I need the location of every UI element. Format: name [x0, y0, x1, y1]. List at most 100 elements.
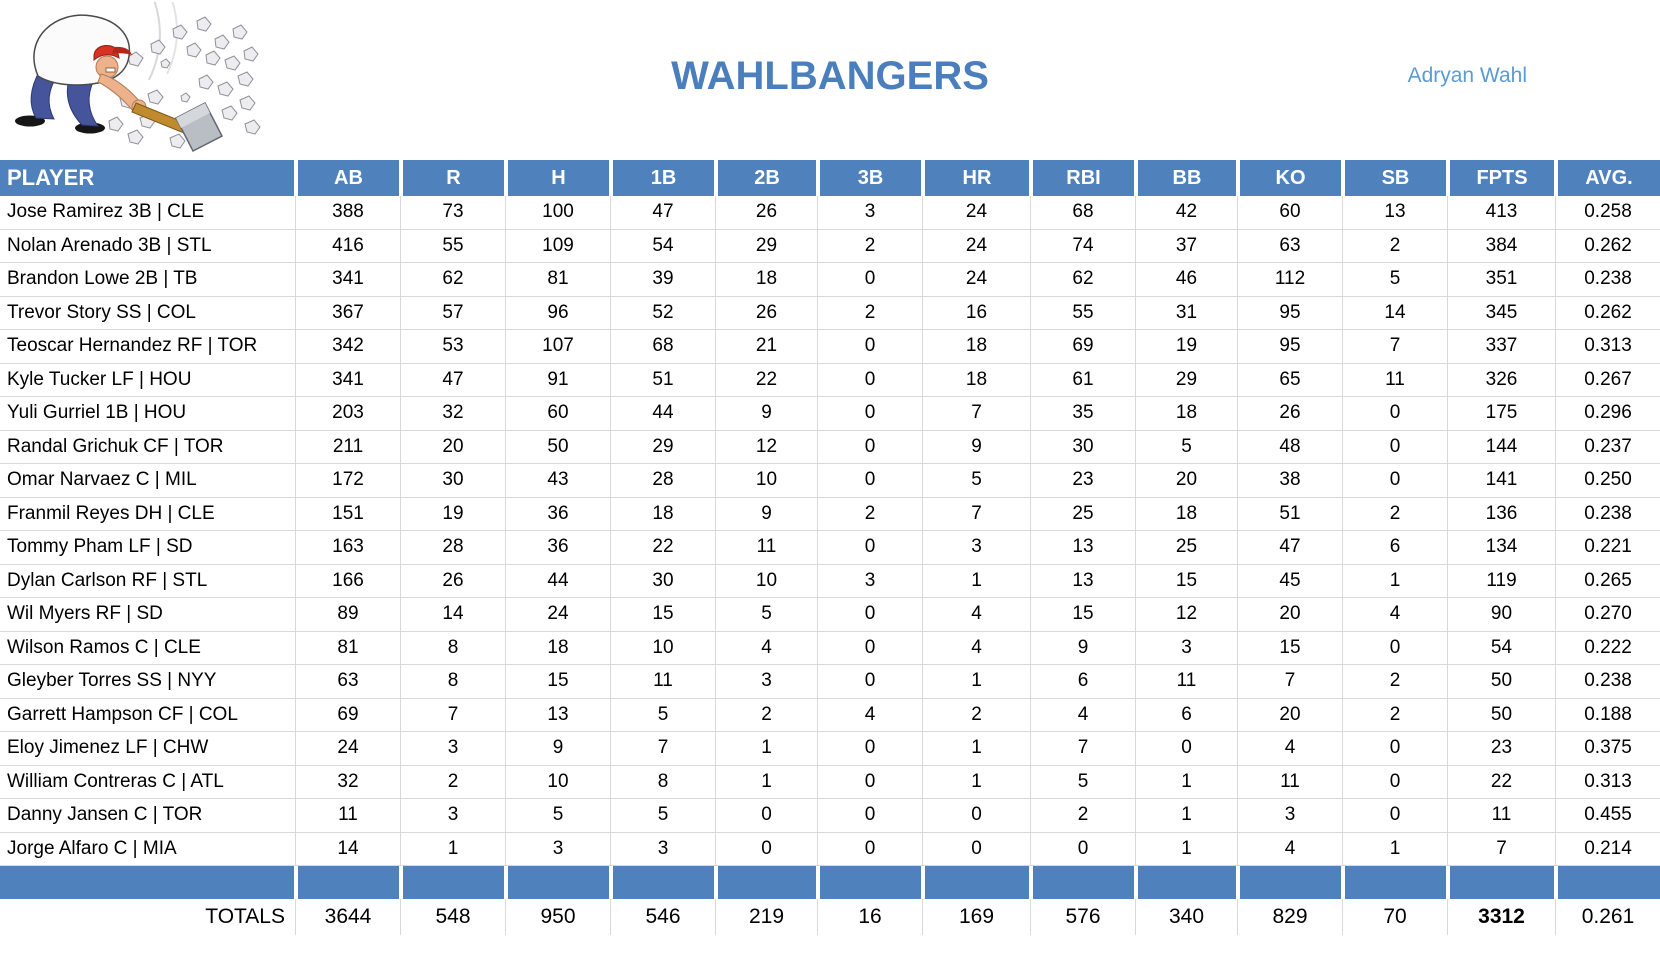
- stat-cell-3b[interactable]: 0: [818, 531, 923, 565]
- stat-cell-ab[interactable]: 342: [296, 330, 401, 364]
- stat-cell-sb[interactable]: 1: [1343, 564, 1448, 598]
- stat-cell-3b[interactable]: 4: [818, 698, 923, 732]
- totals-3b[interactable]: 16: [818, 899, 923, 935]
- stat-cell-r[interactable]: 3: [401, 799, 506, 833]
- stat-cell-avg[interactable]: 0.375: [1556, 732, 1660, 766]
- stat-cell-sb[interactable]: 4: [1343, 598, 1448, 632]
- stat-cell-sb[interactable]: 0: [1343, 765, 1448, 799]
- stat-cell-hr[interactable]: 9: [923, 430, 1031, 464]
- stat-cell-1b[interactable]: 10: [611, 631, 716, 665]
- stat-cell-sb[interactable]: 2: [1343, 497, 1448, 531]
- stat-cell-r[interactable]: 3: [401, 732, 506, 766]
- totals-label[interactable]: TOTALS: [0, 899, 296, 935]
- stat-cell-bb[interactable]: 18: [1136, 397, 1238, 431]
- stat-cell-1b[interactable]: 28: [611, 464, 716, 498]
- stat-cell-hr[interactable]: 1: [923, 665, 1031, 699]
- stat-cell-2b[interactable]: 0: [716, 832, 818, 866]
- stat-cell-r[interactable]: 32: [401, 397, 506, 431]
- stat-cell-hr[interactable]: 4: [923, 598, 1031, 632]
- stat-cell-r[interactable]: 30: [401, 464, 506, 498]
- stat-cell-hr[interactable]: 7: [923, 397, 1031, 431]
- stat-cell-1b[interactable]: 15: [611, 598, 716, 632]
- stat-cell-rbi[interactable]: 15: [1031, 598, 1136, 632]
- stat-cell-h[interactable]: 107: [506, 330, 611, 364]
- stat-cell-rbi[interactable]: 74: [1031, 229, 1136, 263]
- stat-cell-3b[interactable]: 0: [818, 765, 923, 799]
- player-name-cell[interactable]: Yuli Gurriel 1B | HOU: [0, 397, 296, 431]
- stat-cell-sb[interactable]: 0: [1343, 430, 1448, 464]
- stat-cell-avg[interactable]: 0.270: [1556, 598, 1660, 632]
- stat-cell-2b[interactable]: 21: [716, 330, 818, 364]
- stat-cell-avg[interactable]: 0.238: [1556, 263, 1660, 297]
- stat-cell-h[interactable]: 36: [506, 531, 611, 565]
- player-name-cell[interactable]: Jose Ramirez 3B | CLE: [0, 196, 296, 230]
- player-name-cell[interactable]: Wilson Ramos C | CLE: [0, 631, 296, 665]
- stat-cell-h[interactable]: 44: [506, 564, 611, 598]
- totals-r[interactable]: 548: [401, 899, 506, 935]
- stat-cell-h[interactable]: 36: [506, 497, 611, 531]
- stat-cell-r[interactable]: 2: [401, 765, 506, 799]
- stat-cell-bb[interactable]: 1: [1136, 765, 1238, 799]
- stat-cell-ko[interactable]: 4: [1238, 732, 1343, 766]
- stat-cell-2b[interactable]: 12: [716, 430, 818, 464]
- stat-cell-sb[interactable]: 14: [1343, 296, 1448, 330]
- stat-cell-ko[interactable]: 65: [1238, 363, 1343, 397]
- totals-2b[interactable]: 219: [716, 899, 818, 935]
- stat-cell-ko[interactable]: 95: [1238, 296, 1343, 330]
- stat-cell-2b[interactable]: 9: [716, 397, 818, 431]
- column-header-3b[interactable]: 3B: [820, 160, 921, 196]
- stat-cell-ab[interactable]: 388: [296, 196, 401, 230]
- player-name-cell[interactable]: Eloy Jimenez LF | CHW: [0, 732, 296, 766]
- stat-cell-3b[interactable]: 0: [818, 263, 923, 297]
- stat-cell-ab[interactable]: 211: [296, 430, 401, 464]
- stat-cell-1b[interactable]: 22: [611, 531, 716, 565]
- stat-cell-ko[interactable]: 11: [1238, 765, 1343, 799]
- stat-cell-h[interactable]: 5: [506, 799, 611, 833]
- stat-cell-3b[interactable]: 2: [818, 497, 923, 531]
- stat-cell-r[interactable]: 1: [401, 832, 506, 866]
- stat-cell-bb[interactable]: 15: [1136, 564, 1238, 598]
- stat-cell-h[interactable]: 13: [506, 698, 611, 732]
- stat-cell-sb[interactable]: 2: [1343, 665, 1448, 699]
- stat-cell-fpts[interactable]: 345: [1448, 296, 1556, 330]
- stat-cell-1b[interactable]: 68: [611, 330, 716, 364]
- stat-cell-ab[interactable]: 203: [296, 397, 401, 431]
- stat-cell-rbi[interactable]: 5: [1031, 765, 1136, 799]
- stat-cell-avg[interactable]: 0.267: [1556, 364, 1660, 397]
- stat-cell-rbi[interactable]: 0: [1031, 832, 1136, 866]
- column-header-avg[interactable]: AVG.: [1558, 160, 1660, 196]
- stat-cell-ab[interactable]: 151: [296, 497, 401, 531]
- stat-cell-ko[interactable]: 20: [1238, 698, 1343, 732]
- stat-cell-sb[interactable]: 11: [1343, 363, 1448, 397]
- player-name-cell[interactable]: Teoscar Hernandez RF | TOR: [0, 330, 296, 364]
- stat-cell-hr[interactable]: 18: [923, 330, 1031, 364]
- stat-cell-avg[interactable]: 0.258: [1556, 196, 1660, 230]
- stat-cell-1b[interactable]: 5: [611, 698, 716, 732]
- stat-cell-avg[interactable]: 0.262: [1556, 230, 1660, 263]
- stat-cell-r[interactable]: 7: [401, 698, 506, 732]
- stat-cell-rbi[interactable]: 23: [1031, 464, 1136, 498]
- player-name-cell[interactable]: Nolan Arenado 3B | STL: [0, 229, 296, 263]
- stat-cell-ko[interactable]: 4: [1238, 832, 1343, 866]
- stat-cell-avg[interactable]: 0.238: [1556, 665, 1660, 699]
- stat-cell-h[interactable]: 24: [506, 598, 611, 632]
- stat-cell-rbi[interactable]: 55: [1031, 296, 1136, 330]
- stat-cell-fpts[interactable]: 11: [1448, 799, 1556, 833]
- stat-cell-ko[interactable]: 38: [1238, 464, 1343, 498]
- stat-cell-2b[interactable]: 26: [716, 296, 818, 330]
- stat-cell-fpts[interactable]: 22: [1448, 765, 1556, 799]
- stat-cell-fpts[interactable]: 384: [1448, 229, 1556, 263]
- column-header-fpts[interactable]: FPTS: [1450, 160, 1554, 196]
- stat-cell-avg[interactable]: 0.188: [1556, 699, 1660, 732]
- stat-cell-h[interactable]: 10: [506, 765, 611, 799]
- stat-cell-sb[interactable]: 1: [1343, 832, 1448, 866]
- stat-cell-3b[interactable]: 0: [818, 631, 923, 665]
- stat-cell-ab[interactable]: 11: [296, 799, 401, 833]
- column-header-h[interactable]: H: [508, 160, 609, 196]
- stat-cell-rbi[interactable]: 62: [1031, 263, 1136, 297]
- stat-cell-fpts[interactable]: 90: [1448, 598, 1556, 632]
- stat-cell-rbi[interactable]: 61: [1031, 363, 1136, 397]
- stat-cell-hr[interactable]: 1: [923, 765, 1031, 799]
- stat-cell-1b[interactable]: 18: [611, 497, 716, 531]
- stat-cell-r[interactable]: 19: [401, 497, 506, 531]
